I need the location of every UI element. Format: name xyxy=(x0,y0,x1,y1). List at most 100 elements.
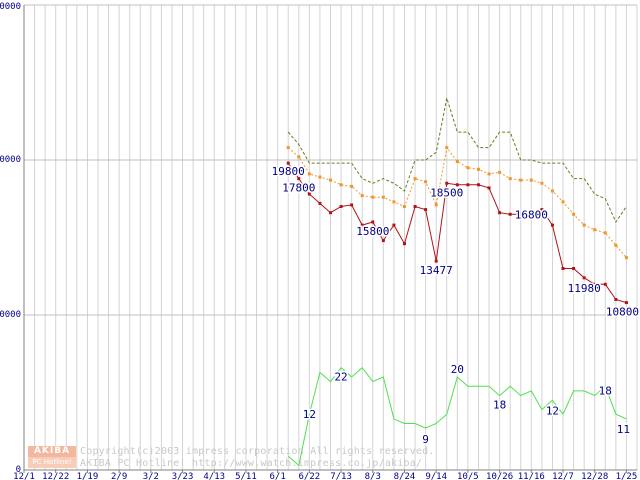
data-label: 18500 xyxy=(430,186,463,199)
x-tick-label: 12/1 xyxy=(13,472,35,480)
series-line-shop-count xyxy=(287,366,627,467)
x-tick-label: 1/19 xyxy=(77,472,99,480)
data-label: 19800 xyxy=(272,165,305,178)
data-point xyxy=(487,172,491,176)
x-tick-label: 3/2 xyxy=(143,472,159,480)
data-point xyxy=(466,183,470,187)
x-tick-label: 8/24 xyxy=(394,472,416,480)
data-point xyxy=(624,256,628,260)
data-point xyxy=(550,223,554,227)
data-point xyxy=(329,211,332,215)
x-tick-label: 8/3 xyxy=(365,472,381,480)
data-point xyxy=(529,178,533,182)
data-point xyxy=(582,276,586,280)
data-point xyxy=(540,208,544,212)
series xyxy=(286,97,628,467)
logo-bottom: PC Hotline! xyxy=(28,457,76,468)
data-point xyxy=(508,177,512,181)
series-line-max-price xyxy=(287,97,627,224)
data-label: 22 xyxy=(334,371,347,384)
data-point xyxy=(297,177,301,181)
akiba-logo: AKIBA PC Hotline! xyxy=(28,446,76,468)
data-point xyxy=(445,181,449,185)
data-point xyxy=(487,186,491,190)
data-point xyxy=(561,267,565,270)
x-tick-label: 4/13 xyxy=(203,472,225,480)
data-point xyxy=(339,183,343,187)
y-tick-label: 20000 xyxy=(0,155,21,165)
data-label: 10800 xyxy=(606,306,639,319)
data-point xyxy=(413,205,417,208)
data-point xyxy=(307,172,311,176)
data-point xyxy=(329,178,332,182)
x-tick-label: 7/13 xyxy=(330,472,352,480)
x-tick-label: 11/16 xyxy=(518,472,545,480)
y-tick-label: 0 xyxy=(16,465,21,475)
data-point xyxy=(466,166,470,170)
data-point xyxy=(402,205,406,208)
data-point xyxy=(371,195,375,199)
x-tick-label: 12/22 xyxy=(42,472,69,480)
data-label: 9 xyxy=(422,433,429,446)
x-tick-label: 10/26 xyxy=(486,472,513,480)
data-label: 11980 xyxy=(568,282,601,295)
data-point xyxy=(360,194,364,198)
data-label: 17800 xyxy=(282,182,315,195)
data-label: 18 xyxy=(599,384,612,397)
data-label: 13477 xyxy=(420,264,453,277)
data-point xyxy=(307,192,311,196)
data-labels: 19800 17800 15800 13477 18500 16800 11980 10800… xyxy=(270,164,640,448)
grid xyxy=(23,4,638,471)
x-tick-label: 12/7 xyxy=(552,472,574,480)
data-point xyxy=(540,181,544,185)
x-tick-label: 10/5 xyxy=(457,472,479,480)
data-point xyxy=(381,195,385,199)
data-point xyxy=(476,167,480,171)
data-point xyxy=(593,282,597,286)
data-point xyxy=(424,180,428,184)
x-tick-label: 12/28 xyxy=(581,472,608,480)
x-tick-label: 1/25 xyxy=(616,472,638,480)
data-point xyxy=(529,212,533,216)
data-point xyxy=(318,201,322,205)
data-point xyxy=(572,267,576,270)
x-tick-label: 2/9 xyxy=(111,472,127,480)
data-point xyxy=(413,177,417,181)
data-point xyxy=(519,212,523,216)
data-point xyxy=(550,189,554,193)
x-tick-label: 3/23 xyxy=(172,472,194,480)
data-label: 18 xyxy=(493,399,506,412)
data-label: 16800 xyxy=(515,208,548,221)
data-point xyxy=(434,203,438,207)
data-point xyxy=(593,228,597,232)
data-point xyxy=(318,175,322,179)
data-point xyxy=(614,298,618,301)
data-point xyxy=(392,223,396,227)
data-point xyxy=(360,223,364,227)
y-tick-label: 30000 xyxy=(0,2,21,12)
data-point xyxy=(603,231,607,235)
data-point xyxy=(434,259,438,263)
y-tick-label: 10000 xyxy=(0,310,21,320)
x-tick-label: 9/14 xyxy=(425,472,447,480)
data-point xyxy=(286,161,290,165)
data-point xyxy=(371,220,375,224)
data-point xyxy=(297,155,301,159)
data-point xyxy=(402,242,406,246)
data-point xyxy=(445,146,449,150)
copyright-text: Copyright(c)2003 impress corporation All… xyxy=(80,446,435,457)
data-point xyxy=(624,301,628,305)
data-point xyxy=(498,211,502,215)
data-point xyxy=(614,243,618,247)
data-point xyxy=(350,184,354,188)
data-label: 11 xyxy=(617,423,630,436)
data-point xyxy=(339,205,343,208)
data-label: 12 xyxy=(303,408,316,421)
data-point xyxy=(381,239,385,243)
data-point xyxy=(455,183,459,187)
data-point xyxy=(561,200,565,204)
data-point xyxy=(350,203,354,207)
logo-top: AKIBA xyxy=(28,446,76,457)
data-label: 15800 xyxy=(356,225,389,238)
data-point xyxy=(572,212,576,216)
